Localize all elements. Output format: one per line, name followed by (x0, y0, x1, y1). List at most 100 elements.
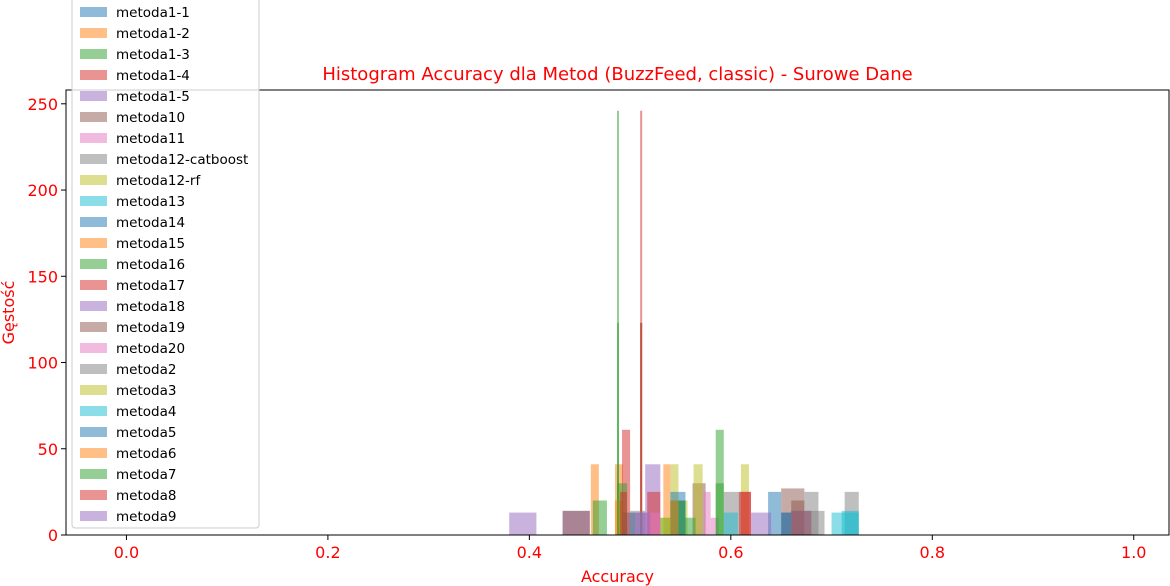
series-metoda6 (670, 500, 679, 535)
bar-metoda13-0 (723, 512, 738, 535)
x-tick-label: 1.0 (1121, 543, 1146, 562)
bar-metoda16-2 (715, 483, 724, 535)
legend-label: metoda13 (116, 194, 185, 210)
bar-metoda9-0 (635, 512, 651, 535)
legend-swatch (80, 196, 107, 206)
plot-frame (65, 89, 1170, 536)
bar-metoda4-0 (841, 510, 859, 535)
legend-label: metoda14 (116, 215, 185, 231)
bar-metoda1-1-0 (768, 491, 782, 535)
legend-label: metoda8 (116, 488, 176, 504)
legend-swatch (80, 154, 107, 164)
series-metoda1-4 (640, 110, 643, 535)
legend-label: metoda17 (116, 278, 185, 294)
legend-label: metoda1-5 (116, 89, 190, 105)
legend-label: metoda5 (116, 425, 176, 441)
legend-swatch (80, 70, 107, 80)
y-axis-label: Gęstość (0, 281, 18, 345)
legend-swatch (80, 112, 107, 122)
bar-metoda12-rf-1 (693, 464, 703, 535)
bar-metoda16-0 (715, 429, 724, 535)
bar-metoda5-0 (781, 512, 792, 535)
legend-label: metoda1-1 (116, 5, 190, 21)
legend-swatch (80, 49, 107, 59)
bar-metoda16-1 (592, 500, 607, 535)
y-tick-label: 200 (27, 181, 58, 200)
bar-metoda1-4-0 (640, 110, 643, 535)
chart-title: Histogram Accuracy dla Metod (BuzzFeed, … (322, 64, 912, 85)
legend-label: metoda3 (116, 383, 176, 399)
legend-label: metoda6 (116, 446, 176, 462)
legend-label: metoda2 (116, 362, 176, 378)
y-tick-label: 250 (27, 95, 58, 114)
legend-box (71, 0, 260, 529)
bar-metoda1-4-1 (640, 322, 643, 535)
series-metoda5 (781, 512, 792, 535)
histogram-bars (509, 110, 859, 535)
legend-swatch (80, 406, 107, 416)
x-tick-label: 0.6 (718, 543, 743, 562)
x-axis-ticks: 0.0 0.2 0.4 0.6 0.8 1.0 (114, 535, 1146, 562)
legend-label: metoda7 (116, 467, 176, 483)
legend-label: metoda16 (116, 257, 185, 273)
x-tick-label: 0.2 (315, 543, 340, 562)
legend-label: metoda4 (116, 404, 176, 420)
x-tick-label: 0.0 (114, 543, 139, 562)
legend-label: metoda1-2 (116, 26, 190, 42)
bar-metoda1-2-0 (590, 464, 599, 535)
legend-label: metoda10 (116, 110, 185, 126)
series-metoda19 (562, 510, 812, 535)
legend-swatch (80, 322, 107, 332)
legend-swatch (80, 301, 107, 311)
bar-metoda19-0 (562, 510, 590, 535)
series-metoda4 (841, 510, 859, 535)
legend-label: metoda1-3 (116, 47, 190, 63)
legend-swatch (80, 343, 107, 353)
legend-swatch (80, 385, 107, 395)
legend-label: metoda9 (116, 509, 176, 525)
legend-swatch (80, 469, 107, 479)
legend: metoda1-1 metoda1-2 metoda1-3 metoda1-4 meto… (71, 0, 260, 529)
series-metoda9 (635, 512, 651, 535)
bar-metoda2-0 (811, 510, 825, 535)
series-metoda11 (703, 491, 719, 535)
legend-swatch (80, 28, 107, 38)
bar-metoda18-3 (750, 512, 772, 535)
y-axis-ticks: 0 50 100 150 200 250 (27, 95, 66, 545)
legend-swatch (80, 448, 107, 458)
bar-metoda11-0 (703, 491, 711, 535)
legend-swatch (80, 427, 107, 437)
bar-metoda6-0 (670, 500, 679, 535)
bar-metoda8-1 (740, 491, 751, 535)
legend-swatch (80, 238, 107, 248)
legend-label: metoda18 (116, 299, 185, 315)
bar-metoda19-1 (791, 510, 812, 535)
legend-swatch (80, 175, 107, 185)
bar-metoda1-3-1 (616, 322, 620, 535)
series-metoda8 (620, 491, 751, 535)
x-tick-label: 0.8 (920, 543, 945, 562)
x-tick-label: 0.4 (517, 543, 542, 562)
bar-metoda16-5 (685, 517, 696, 535)
legend-label: metoda20 (116, 341, 185, 357)
legend-swatch (80, 259, 107, 269)
bar-metoda1-3-0 (616, 110, 620, 535)
legend-swatch (80, 490, 107, 500)
y-tick-label: 150 (27, 267, 58, 286)
legend-swatch (80, 133, 107, 143)
y-tick-label: 50 (38, 440, 58, 459)
legend-swatch (80, 91, 107, 101)
legend-label: metoda11 (116, 131, 185, 147)
x-axis-label: Accuracy (581, 567, 654, 586)
legend-swatch (80, 364, 107, 374)
y-tick-label: 100 (27, 354, 58, 373)
bar-metoda17-0 (622, 429, 631, 535)
legend-swatch (80, 280, 107, 290)
legend-label: metoda15 (116, 236, 185, 252)
legend-swatch (80, 7, 107, 17)
bar-metoda8-0 (620, 491, 628, 535)
legend-label: metoda19 (116, 320, 185, 336)
legend-label: metoda1-4 (116, 68, 190, 84)
y-tick-label: 0 (48, 526, 58, 545)
